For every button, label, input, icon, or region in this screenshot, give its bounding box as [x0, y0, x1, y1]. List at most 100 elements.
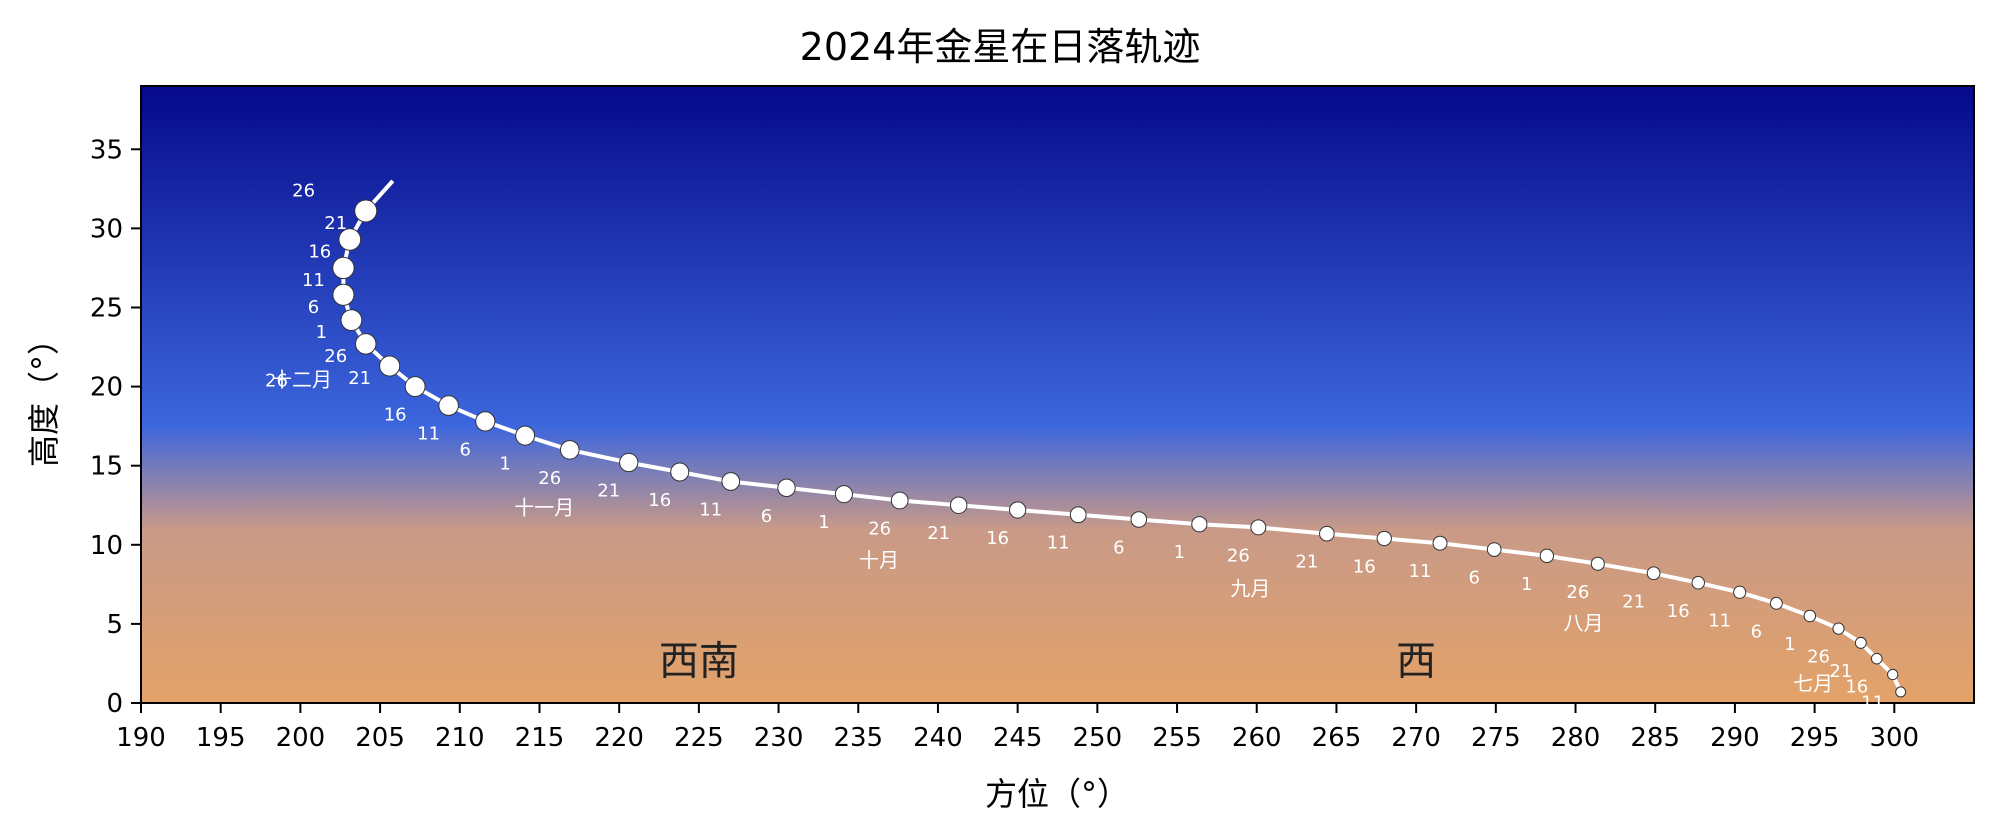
- date-label: 21: [1295, 552, 1318, 573]
- date-label: 26: [868, 518, 891, 539]
- venus-point: [475, 411, 496, 432]
- x-tick-label: 215: [515, 723, 565, 753]
- date-label: 6: [1751, 621, 1762, 642]
- month-label: 八月: [1563, 611, 1603, 635]
- direction-label: 西南: [659, 639, 739, 685]
- y-tick-label: 15: [90, 452, 123, 482]
- x-tick-label: 190: [116, 723, 166, 753]
- date-label: 21: [597, 481, 620, 502]
- x-tick-label: 210: [435, 723, 485, 753]
- date-label: 26: [265, 371, 288, 392]
- x-tick-label: 300: [1869, 723, 1919, 753]
- x-tick-label: 235: [833, 723, 883, 753]
- venus-point: [1432, 535, 1448, 551]
- date-label: 26: [538, 468, 561, 489]
- venus-point: [338, 228, 362, 251]
- venus-point: [515, 425, 536, 446]
- month-label: 九月: [1230, 576, 1270, 600]
- y-tick-label: 35: [90, 135, 123, 165]
- y-tick-label: 10: [90, 531, 123, 561]
- month-label: 十二月: [272, 368, 332, 392]
- venus-point: [1769, 596, 1783, 610]
- date-label: 26: [1807, 647, 1830, 668]
- venus-point: [777, 478, 796, 498]
- venus-point: [1130, 511, 1148, 528]
- date-label: 26: [324, 346, 347, 367]
- date-label: 6: [308, 297, 319, 318]
- date-label: 16: [1667, 601, 1690, 622]
- venus-point: [721, 472, 741, 491]
- venus-point: [1590, 556, 1605, 571]
- venus-point: [379, 355, 401, 377]
- venus-point: [1539, 548, 1555, 564]
- x-tick-label: 200: [276, 723, 326, 753]
- venus-point: [1486, 542, 1502, 557]
- x-tick-label: 290: [1710, 723, 1760, 753]
- date-label: 21: [927, 523, 950, 544]
- date-label: 16: [308, 241, 331, 262]
- venus-point: [1854, 636, 1867, 649]
- venus-point: [1733, 585, 1747, 599]
- venus-point: [1870, 652, 1883, 665]
- month-label: 十一月: [514, 496, 574, 520]
- date-label: 6: [761, 506, 772, 527]
- venus-point: [355, 333, 377, 355]
- x-tick-label: 285: [1630, 723, 1680, 753]
- y-axis: 0 5 10 15 20 25 30 35: [90, 135, 141, 719]
- y-tick-label: 0: [106, 689, 123, 719]
- chart-title: 2024年金星在日落轨迹: [800, 25, 1201, 69]
- venus-point: [1009, 501, 1027, 519]
- x-tick-label: 295: [1790, 723, 1840, 753]
- x-tick-label: 275: [1471, 723, 1521, 753]
- venus-point: [1250, 519, 1267, 536]
- date-label: 16: [1845, 677, 1868, 698]
- venus-point: [559, 440, 580, 460]
- date-label: 11: [417, 424, 440, 445]
- venus-point: [354, 199, 378, 223]
- venus-point: [619, 452, 639, 473]
- direction-label: 西: [1396, 639, 1436, 685]
- date-label: 1: [1521, 574, 1532, 595]
- venus-point: [890, 491, 909, 510]
- date-label: 16: [986, 528, 1009, 549]
- date-label: 6: [460, 439, 471, 460]
- venus-point: [1646, 566, 1661, 581]
- date-label: 11: [1708, 610, 1731, 631]
- date-label: 1: [1174, 542, 1185, 563]
- date-label: 1: [499, 454, 510, 475]
- date-label: 16: [1353, 556, 1376, 577]
- date-label: 16: [648, 490, 671, 511]
- month-label: 十月: [859, 548, 899, 572]
- x-tick-label: 255: [1152, 723, 1202, 753]
- date-labels: 1116212616111621261611162126161116212616…: [265, 181, 1884, 714]
- y-tick-label: 25: [90, 293, 123, 323]
- x-axis: 190 195 200 205 210 215 220 225 230 235 240 245 250 2…: [116, 703, 1919, 753]
- x-tick-label: 265: [1312, 723, 1362, 753]
- x-tick-label: 205: [355, 723, 405, 753]
- venus-point: [670, 462, 690, 482]
- venus-point: [438, 395, 459, 416]
- date-label: 1: [818, 512, 829, 533]
- x-tick-label: 240: [913, 723, 963, 753]
- direction-labels: 西南 西: [659, 639, 1436, 685]
- venus-point: [1887, 668, 1899, 681]
- date-label: 1: [316, 322, 327, 343]
- date-label: 26: [1227, 545, 1250, 566]
- venus-point: [332, 283, 355, 306]
- x-tick-label: 220: [594, 723, 644, 753]
- venus-point: [834, 485, 853, 504]
- x-tick-label: 195: [196, 723, 246, 753]
- date-label: 11: [699, 500, 722, 521]
- y-tick-label: 5: [106, 610, 123, 640]
- y-tick-label: 20: [90, 373, 123, 403]
- date-label: 26: [1566, 582, 1589, 603]
- venus-point: [1691, 576, 1705, 590]
- venus-point: [1832, 622, 1845, 635]
- y-tick-label: 30: [90, 214, 123, 244]
- date-label: 21: [1622, 591, 1645, 612]
- x-tick-label: 260: [1232, 723, 1282, 753]
- date-label: 21: [348, 368, 371, 389]
- date-label: 26: [292, 181, 315, 202]
- date-label: 16: [384, 405, 407, 426]
